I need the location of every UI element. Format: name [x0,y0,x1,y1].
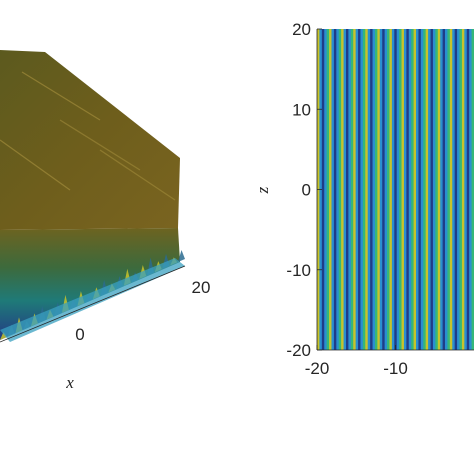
heatmap-stripe [355,29,359,350]
heatmap-stripe [382,29,386,350]
heatmap-stripe [360,29,364,350]
x-tick-label: 0 [75,325,84,344]
heatmap-stripe [469,29,472,350]
x-tick-label: -20 [305,359,330,378]
heatmap-stripe [333,29,337,350]
y-ticks: 20 10 0 -10 -20 [286,20,322,360]
heatmap-stripe [471,29,474,350]
surface-ridge-4 [99,149,176,201]
x-tick-label: -10 [383,359,408,378]
heatmap-stripe [440,29,443,350]
heatmap-stripe [353,29,357,350]
y-tick-label: -20 [286,341,311,360]
y-tick-label: 0 [302,181,311,200]
heatmap-stripe [461,29,465,350]
heatmap-stripe [326,29,330,350]
heatmap-stripe [348,29,352,350]
y-tick-label: 20 [292,20,311,39]
heatmap-stripe [374,29,378,350]
x-ticks: -20 -10 [305,345,408,378]
heatmap-stripe [435,29,439,350]
surface-base-strip [0,258,185,342]
heatmap-stripe [423,29,427,350]
heatmap-stripe [413,29,417,350]
heatmap-stripe [464,29,468,350]
heatmap-stripe [387,29,390,350]
x-axis-line [0,265,186,343]
heatmap-stripe [394,29,398,350]
heatmap-stripe [358,29,361,350]
heatmap-stripe [454,29,458,350]
heatmap-stripe [430,29,434,350]
heatmap-stripe [350,29,354,350]
heatmap-stripe [432,29,436,350]
surface-ridge-3 [59,119,141,171]
heatmap-stripe [338,29,342,350]
y-axis-label: z [253,186,272,194]
heatmap-stripe [341,29,344,350]
heatmap-stripe [384,29,388,350]
surface-spike [0,332,7,340]
heatmap-stripe [416,29,419,350]
heatmap-stripe [336,29,340,350]
heatmap-stripes [317,29,474,350]
heatmap-stripe [329,29,332,350]
heatmap-stripe [391,29,395,350]
y-tick-label: 10 [292,100,311,119]
heatmap-stripe [379,29,383,350]
surface-ridge-1 [21,71,101,121]
heatmap-stripe [459,29,463,350]
heatmap-stripe [372,29,376,350]
heatmap-stripe [389,29,393,350]
heatmap-stripe [321,29,325,350]
heatmap-stripe [367,29,371,350]
heatmap-stripe [418,29,422,350]
heatmap-plot: 20 10 0 -10 -20 -20 -10 z [253,20,474,378]
heatmap-stripe [466,29,470,350]
heatmap-stripe [362,29,366,350]
heatmap-stripe [403,29,407,350]
heatmap-stripe [401,29,405,350]
heatmap-stripe [377,29,381,350]
surface-spike [178,250,185,262]
heatmap-stripe [452,29,456,350]
heatmap-stripe [331,29,335,350]
heatmap-stripe [399,29,402,350]
x-axis-label: x [65,373,74,392]
y-tick-label: -10 [286,261,311,280]
heatmap-stripe [420,29,424,350]
heatmap-stripe [411,29,415,350]
heatmap-stripe [324,29,328,350]
heatmap-stripe [345,29,349,350]
surface-top [0,50,180,230]
heatmap-stripe [428,29,431,350]
heatmap-stripe [437,29,441,350]
heatmap-stripe [445,29,448,350]
heatmap-stripe [447,29,451,350]
heatmap-stripe [396,29,400,350]
surface-ridge-2 [0,139,71,191]
heatmap-stripe [406,29,410,350]
heatmap-stripe [457,29,460,350]
surface-plot: 0 20 x [0,50,210,392]
heatmap-stripe [365,29,369,350]
x-tick-label: 20 [192,278,211,297]
heatmap-stripe [449,29,453,350]
heatmap-stripe [408,29,412,350]
heatmap-stripe [343,29,347,350]
heatmap-stripe [442,29,446,350]
heatmap-stripe [425,29,429,350]
heatmap-stripe [370,29,373,350]
